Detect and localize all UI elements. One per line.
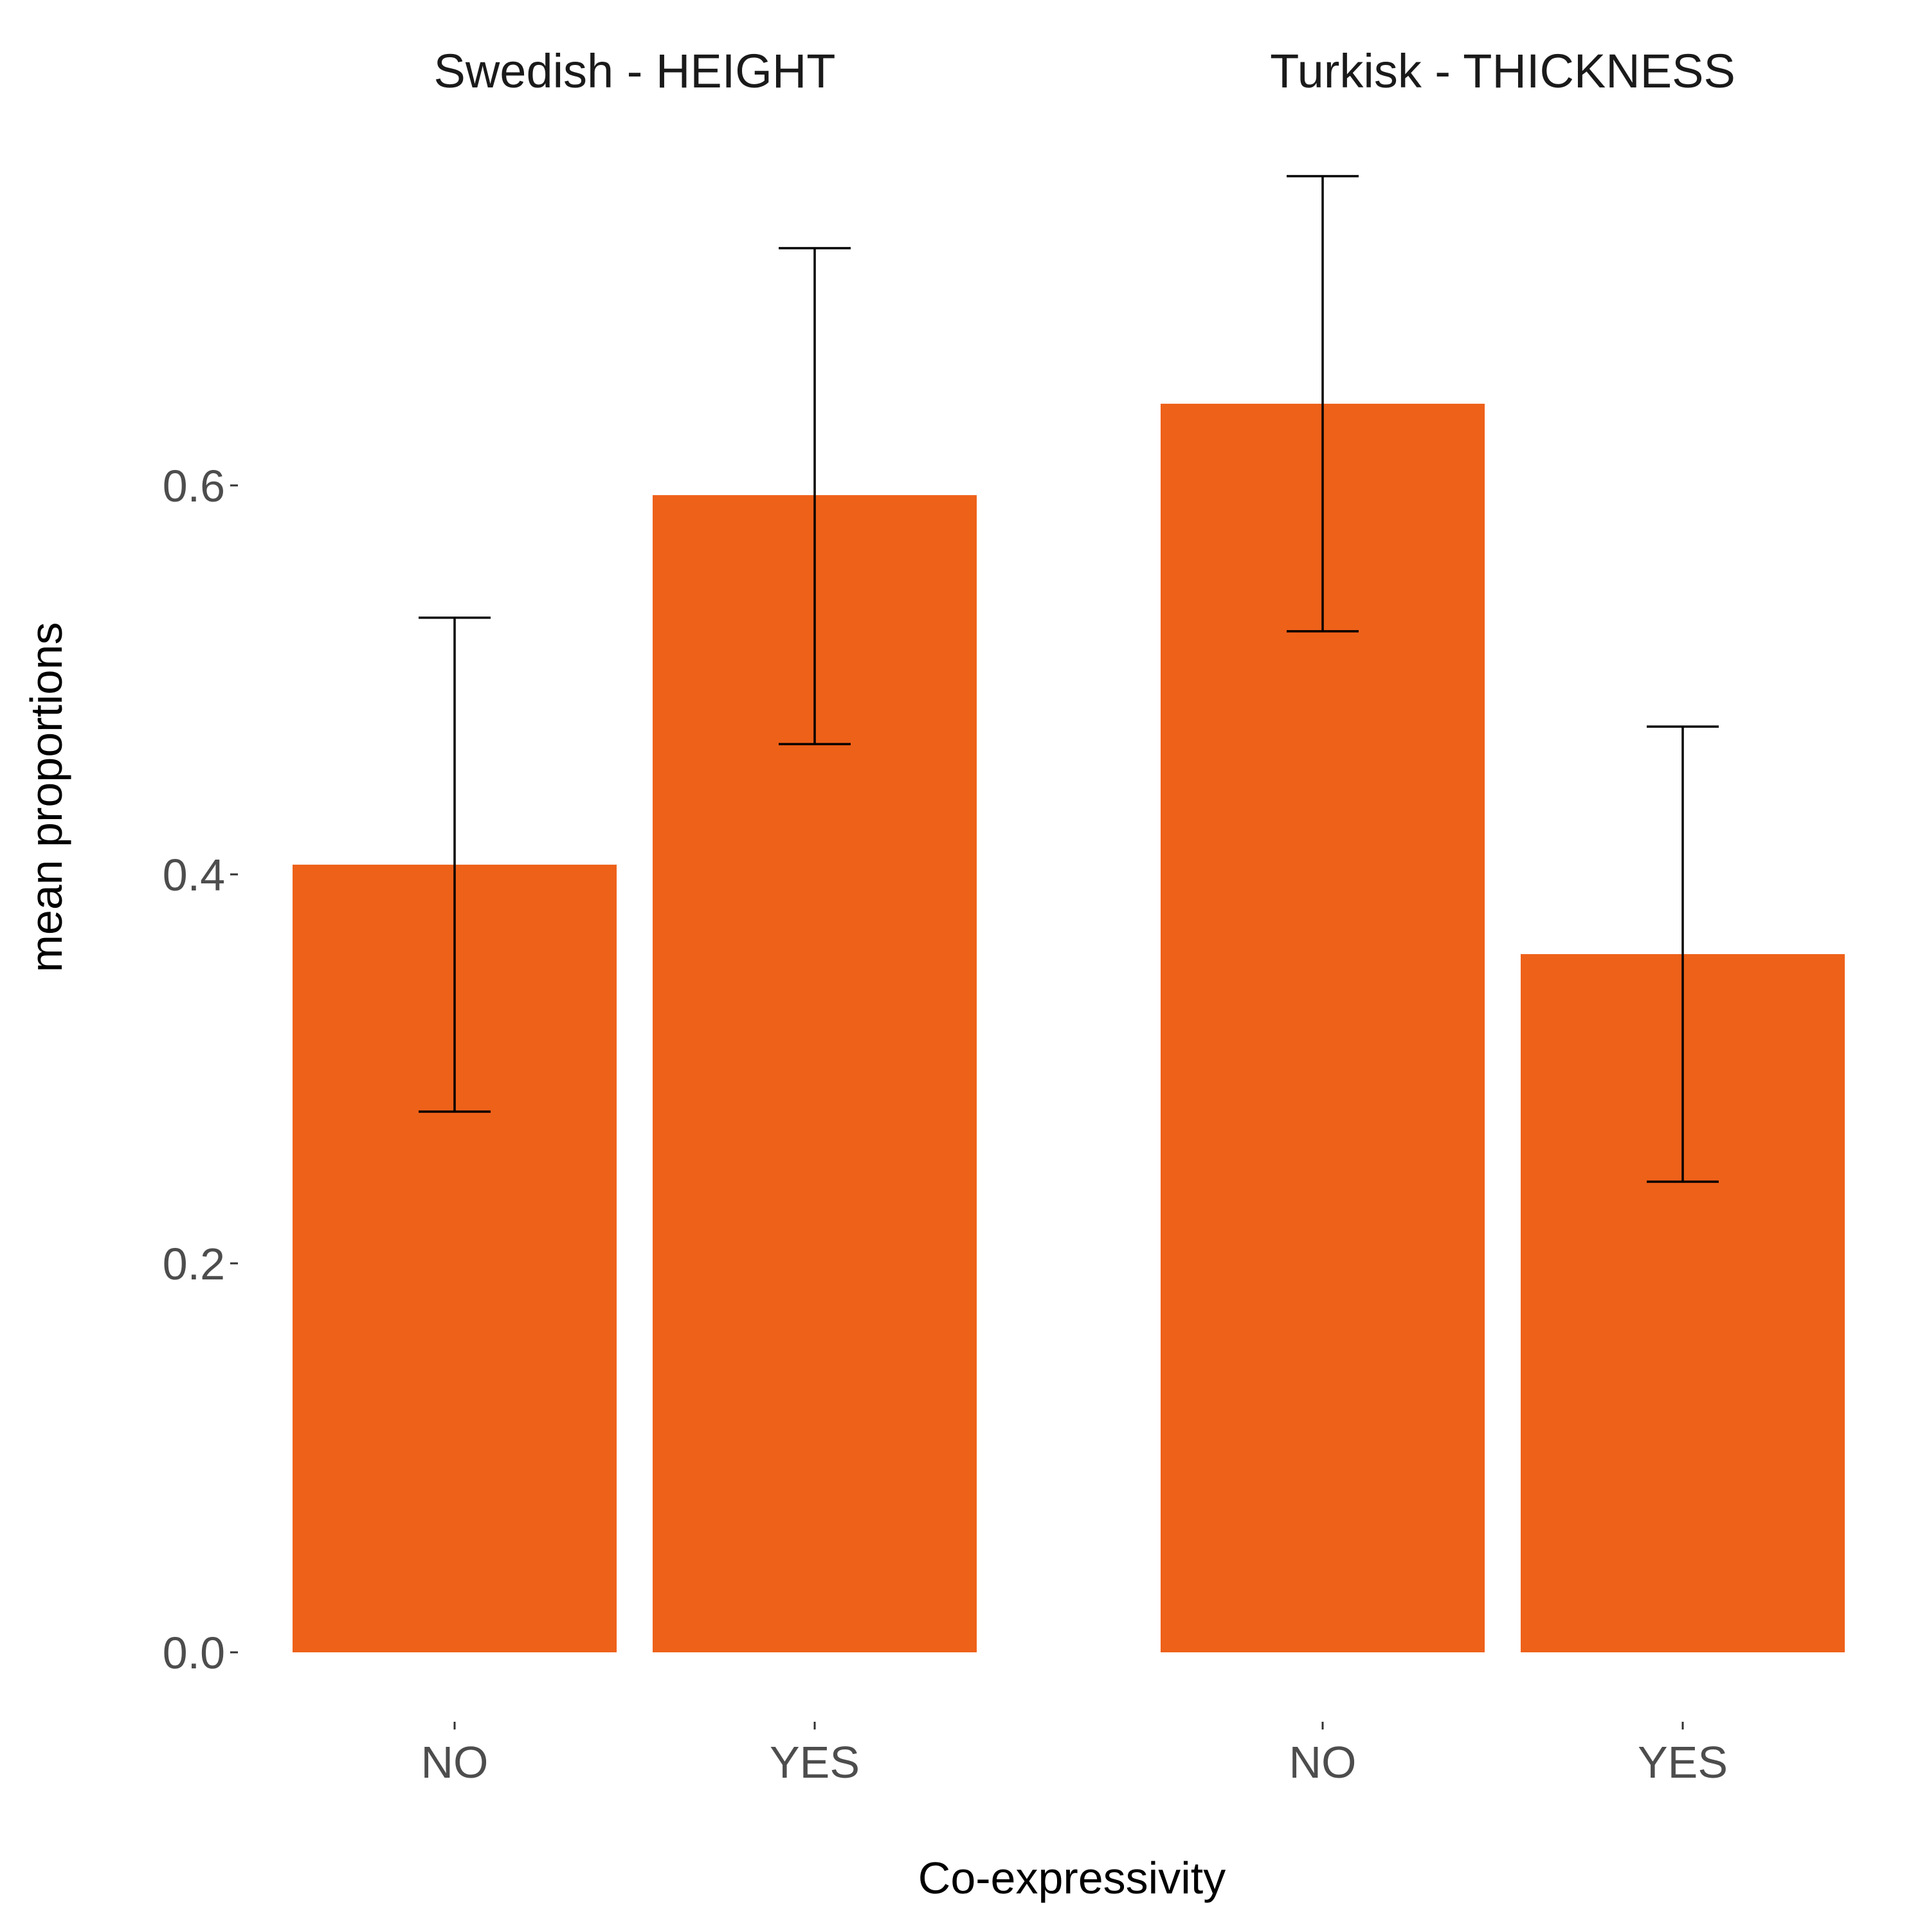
error-bars-layer <box>419 175 1719 1183</box>
x-tick-label: NO <box>421 1737 489 1787</box>
y-tick-label: 0.4 <box>163 850 225 900</box>
y-tick-label: 0.2 <box>163 1239 225 1289</box>
panel-title: Swedish - HEIGHT <box>433 44 835 98</box>
panel-title: Turkisk - THICKNESS <box>1270 44 1735 98</box>
x-tick-label: YES <box>770 1737 860 1787</box>
y-tick-label: 0.0 <box>163 1628 225 1678</box>
bars-layer <box>293 403 1845 1653</box>
x-axis-title: Co-expressivity <box>918 1853 1226 1903</box>
labels-layer: mean proportions Co-expressivity 0.0 0.2 0… <box>21 44 1735 1903</box>
y-axis-title: mean proportions <box>21 622 71 973</box>
axes-layer <box>230 484 1684 1729</box>
x-tick-label: NO <box>1289 1737 1357 1787</box>
x-tick-label: YES <box>1638 1737 1728 1787</box>
y-tick-label: 0.6 <box>163 461 225 511</box>
